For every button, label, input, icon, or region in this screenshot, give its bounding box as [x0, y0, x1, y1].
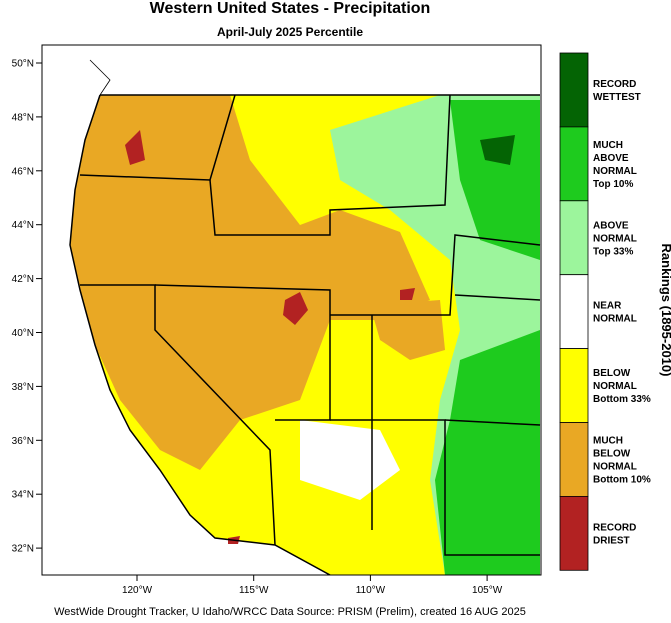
- legend-label: MUCH: [593, 435, 623, 446]
- title: Western United States - Precipitation: [150, 0, 431, 17]
- legend-label: BELOW: [593, 368, 631, 379]
- lon-label: 105°W: [472, 585, 503, 596]
- lon-label: 110°W: [356, 585, 386, 596]
- legend-label: Top 33%: [593, 246, 633, 257]
- legend-label: WETTEST: [593, 92, 641, 103]
- legend-label: DRIEST: [593, 535, 630, 546]
- legend-swatch: [559, 52, 589, 128]
- lat-label: 32°N: [12, 544, 34, 555]
- legend-label: NORMAL: [593, 381, 637, 392]
- legend-label: RECORD: [593, 522, 636, 533]
- legend-label: NORMAL: [593, 314, 637, 325]
- legend-label: Bottom 10%: [593, 474, 651, 485]
- legend-label: RECORD: [593, 79, 636, 90]
- legend-swatch: [559, 348, 589, 423]
- legend-label: ABOVE: [593, 153, 629, 164]
- lat-label: 42°N: [12, 274, 34, 285]
- lat-label: 34°N: [12, 490, 34, 501]
- legend-swatch: [559, 274, 589, 350]
- legend-swatch: [559, 126, 589, 202]
- lat-label: 50°N: [12, 59, 34, 70]
- legend-label: Top 10%: [593, 179, 633, 190]
- map-body: [41, 44, 542, 576]
- legend-label: NORMAL: [593, 461, 637, 472]
- legend-label: BELOW: [593, 448, 631, 459]
- legend-swatch: [559, 422, 589, 497]
- lat-label: 38°N: [12, 382, 34, 393]
- lat-label: 48°N: [12, 112, 34, 123]
- lat-label: 40°N: [12, 328, 34, 339]
- lat-label: 36°N: [12, 436, 34, 447]
- legend-label: NORMAL: [593, 233, 637, 244]
- footer: WestWide Drought Tracker, U Idaho/WRCC D…: [54, 606, 526, 618]
- legend-label: NEAR: [593, 301, 622, 312]
- legend-swatch: [559, 495, 589, 571]
- legend-label: ABOVE: [593, 220, 629, 231]
- lat-label: 44°N: [12, 220, 34, 231]
- subtitle: April-July 2025 Percentile: [217, 25, 363, 39]
- lat-label: 46°N: [12, 166, 34, 177]
- legend-title: Rankings (1895-2010): [659, 244, 671, 377]
- legend-label: Bottom 33%: [593, 394, 651, 405]
- lon-label: 120°W: [122, 585, 153, 596]
- legend-label: MUCH: [593, 140, 623, 151]
- legend-label: NORMAL: [593, 166, 637, 177]
- legend-swatch: [559, 200, 589, 276]
- map-frame: [41, 44, 542, 576]
- lon-label: 115°W: [239, 585, 269, 596]
